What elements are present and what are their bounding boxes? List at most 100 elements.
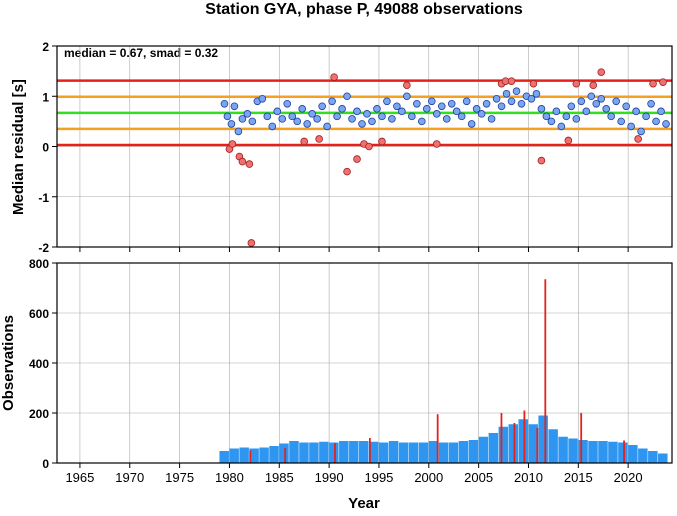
bar <box>309 442 319 463</box>
point <box>632 107 640 116</box>
point <box>612 97 620 106</box>
bar <box>608 441 618 463</box>
point <box>378 137 386 146</box>
point <box>662 120 670 128</box>
point <box>597 94 606 103</box>
bar <box>528 424 538 463</box>
point <box>457 112 466 121</box>
point <box>607 112 615 121</box>
point <box>542 112 551 121</box>
y-tick-label: 600 <box>29 307 49 321</box>
bar <box>538 415 548 463</box>
point <box>622 102 630 111</box>
y-tick-label: -2 <box>38 241 49 255</box>
bar <box>508 424 518 463</box>
point <box>572 115 581 123</box>
point <box>642 112 650 121</box>
bar <box>289 441 299 463</box>
point <box>507 97 516 106</box>
point <box>234 127 243 136</box>
point <box>592 99 601 108</box>
bar <box>544 279 547 463</box>
x-tick-label: 2020 <box>614 470 643 485</box>
bar <box>349 441 359 463</box>
point <box>303 120 311 128</box>
point <box>388 115 396 123</box>
bar <box>578 440 588 463</box>
point <box>477 110 486 118</box>
point <box>348 115 356 123</box>
point <box>467 120 476 128</box>
point <box>547 117 556 126</box>
point <box>268 122 277 131</box>
x-tick-label: 2000 <box>414 470 443 485</box>
point <box>313 115 321 123</box>
point <box>248 117 257 126</box>
point <box>398 107 406 116</box>
x-axis-label: Year <box>348 495 380 511</box>
point <box>323 122 331 131</box>
point <box>293 117 302 126</box>
x-tick-label: 1990 <box>315 470 344 485</box>
point <box>328 97 336 106</box>
point <box>497 102 506 111</box>
bar <box>219 451 229 463</box>
y-tick-label: 0 <box>42 457 49 471</box>
point <box>432 110 441 118</box>
bar <box>478 436 489 463</box>
bar <box>518 419 528 463</box>
bar <box>623 440 625 463</box>
x-tick-label: 2005 <box>464 470 493 485</box>
point <box>263 112 272 121</box>
point <box>258 94 267 103</box>
point <box>300 137 308 146</box>
plot-frame <box>56 45 673 248</box>
bar <box>448 442 459 463</box>
point <box>492 94 501 103</box>
x-tick-label: 1995 <box>364 470 393 485</box>
point <box>403 92 411 101</box>
bar <box>618 442 628 463</box>
point <box>637 127 645 136</box>
point <box>617 117 625 126</box>
point <box>582 107 591 116</box>
bar <box>598 441 608 463</box>
bar <box>339 441 349 463</box>
plot-frame <box>56 262 673 464</box>
bar <box>488 433 499 463</box>
point <box>418 117 426 126</box>
point <box>649 79 657 88</box>
point <box>318 102 326 111</box>
bar <box>468 440 479 463</box>
bar <box>279 443 289 463</box>
point <box>228 140 237 148</box>
bar <box>398 442 409 463</box>
y-tick-label: 200 <box>29 407 49 421</box>
bar <box>319 441 329 463</box>
point <box>358 120 366 128</box>
x-tick-label: 2010 <box>514 470 543 485</box>
point <box>373 105 381 113</box>
bar <box>588 441 598 463</box>
point <box>220 99 229 108</box>
bar <box>500 413 503 463</box>
point <box>330 73 338 81</box>
y-tick-label: 800 <box>29 257 49 271</box>
point <box>507 77 516 85</box>
point <box>230 102 239 111</box>
point <box>634 135 642 143</box>
point <box>353 107 361 116</box>
bar <box>628 445 638 463</box>
bar <box>229 448 239 463</box>
bar <box>359 441 369 463</box>
point <box>393 102 401 111</box>
bar <box>269 446 279 463</box>
bar <box>548 429 558 463</box>
point <box>408 112 416 121</box>
point <box>602 105 611 113</box>
point <box>223 112 232 121</box>
bar <box>523 410 526 463</box>
point <box>283 99 292 108</box>
point <box>589 81 598 89</box>
